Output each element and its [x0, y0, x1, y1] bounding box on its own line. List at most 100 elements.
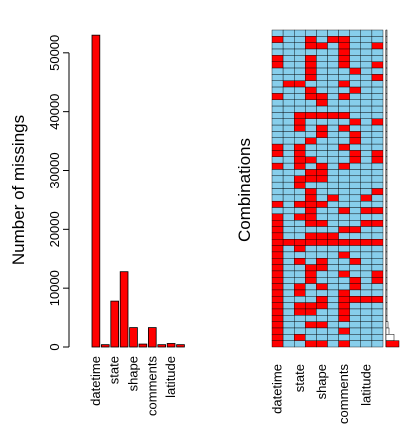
- frequency-bar: [385, 327, 390, 335]
- grid-cell: [282, 264, 295, 272]
- frequency-bar: [385, 283, 388, 291]
- grid-cell: [371, 29, 384, 37]
- grid-cell: [338, 61, 350, 69]
- grid-cell: [294, 86, 306, 94]
- grid-cell: [316, 74, 328, 81]
- frequency-bar: [385, 55, 388, 62]
- grid-cell: [338, 296, 350, 303]
- grid-cell: [305, 302, 317, 310]
- grid-cell: [271, 156, 284, 164]
- x-tick-label: comments: [336, 364, 351, 424]
- grid-cell: [294, 239, 306, 246]
- grid-cell: [305, 99, 317, 107]
- grid-cell: [338, 99, 350, 107]
- grid-cell: [316, 118, 328, 126]
- grid-cell: [271, 258, 284, 265]
- grid-cell: [305, 112, 317, 119]
- grid-cell: [349, 169, 362, 177]
- grid-cell: [360, 264, 373, 272]
- grid-cell: [271, 188, 284, 196]
- grid-cell: [316, 175, 328, 183]
- grid-cell: [282, 150, 295, 158]
- grid-cell: [271, 296, 284, 303]
- grid-cell: [271, 245, 284, 253]
- frequency-bar: [385, 289, 388, 297]
- grid-cell: [271, 29, 284, 37]
- grid-cell: [360, 219, 373, 227]
- grid-cell: [327, 86, 339, 94]
- grid-cell: [271, 321, 284, 329]
- grid-cell: [338, 181, 350, 189]
- grid-cell: [316, 86, 328, 94]
- grid-cell: [305, 239, 317, 246]
- grid-cell: [338, 80, 350, 88]
- grid-cell: [338, 93, 350, 100]
- grid-cell: [294, 315, 306, 322]
- grid-cell: [349, 112, 362, 119]
- x-tick-labels-combinations: datetime state shape comments latitude: [270, 364, 374, 424]
- grid-cell: [282, 315, 295, 322]
- grid-cell: [349, 175, 362, 183]
- frequency-bar: [385, 200, 388, 208]
- grid-cell: [316, 99, 328, 107]
- grid-cell: [282, 226, 295, 234]
- frequency-bar: [385, 156, 388, 164]
- grid-cell: [282, 48, 295, 56]
- grid-cell: [338, 251, 350, 259]
- grid-cell: [282, 118, 295, 126]
- grid-cell: [338, 315, 350, 322]
- grid-cell: [360, 156, 373, 164]
- grid-cell: [294, 112, 306, 119]
- grid-cell: [371, 251, 384, 259]
- grid-cell: [316, 258, 328, 265]
- grid-cell: [282, 93, 295, 100]
- grid-cell: [294, 55, 306, 62]
- grid-cell: [305, 29, 317, 37]
- x-tick-label: datetime: [270, 364, 285, 414]
- grid-cell: [271, 207, 284, 215]
- bar: [129, 327, 138, 348]
- grid-cell: [282, 29, 295, 37]
- grid-cell: [305, 219, 317, 227]
- grid-cell: [271, 239, 284, 246]
- grid-cell: [338, 302, 350, 310]
- grid-cell: [294, 308, 306, 316]
- grid-cell: [360, 296, 373, 303]
- frequency-bar: [385, 86, 388, 94]
- grid-cell: [316, 93, 328, 100]
- grid-cell: [282, 321, 295, 329]
- grid-cell: [371, 131, 384, 138]
- grid-cell: [338, 270, 350, 278]
- frequency-bar: [385, 334, 395, 341]
- grid-cell: [316, 80, 328, 88]
- bar: [110, 300, 120, 348]
- grid-cell: [327, 169, 339, 177]
- grid-cell: [371, 315, 384, 322]
- grid-cell: [316, 188, 328, 196]
- grid-cell: [294, 296, 306, 303]
- grid-cell: [327, 156, 339, 164]
- grid-cell: [282, 245, 295, 253]
- grid-cell: [338, 289, 350, 297]
- grid-cell: [371, 36, 384, 43]
- grid-cell: [371, 207, 384, 215]
- grid-cell: [282, 277, 295, 284]
- frequency-bar: [385, 257, 388, 265]
- grid-cell: [316, 67, 328, 75]
- grid-cell: [305, 200, 317, 208]
- x-tick-labels: datetime state shape comments latitude: [88, 356, 178, 416]
- grid-cell: [271, 194, 284, 202]
- grid-cell: [305, 283, 317, 291]
- grid-cell: [327, 270, 339, 278]
- grid-cell: [360, 200, 373, 208]
- grid-cell: [327, 226, 339, 234]
- grid-cell: [371, 143, 384, 151]
- grid-cell: [360, 289, 373, 297]
- grid-cell: [360, 213, 373, 221]
- grid-cell: [294, 194, 306, 202]
- frequency-bar: [385, 232, 388, 240]
- grid-cell: [271, 99, 284, 107]
- grid-cell: [349, 150, 362, 158]
- grid-cell: [360, 283, 373, 291]
- frequency-bar: [385, 105, 388, 113]
